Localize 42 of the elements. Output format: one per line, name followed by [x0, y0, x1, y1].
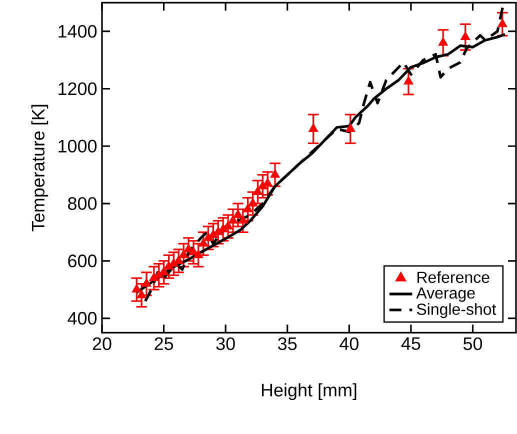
point — [184, 244, 194, 252]
legend-label: Single-shot — [416, 303, 496, 318]
point — [174, 255, 184, 264]
point — [132, 284, 142, 293]
point — [498, 18, 508, 28]
point — [252, 186, 263, 195]
x-tick-label: 50 — [463, 337, 482, 350]
y-tick-label: 1400 — [58, 24, 97, 38]
y-axis-title: Temperature [K] — [31, 104, 48, 232]
point — [262, 178, 272, 186]
x-tick-label: 35 — [278, 337, 297, 350]
point — [228, 215, 238, 224]
point — [438, 37, 448, 46]
point — [308, 123, 318, 132]
point — [223, 220, 233, 230]
x-tick-label: 45 — [401, 337, 420, 350]
point — [270, 169, 280, 178]
legend-label: Average — [416, 287, 475, 302]
y-tick-label: 800 — [68, 197, 97, 210]
point — [346, 123, 356, 132]
point — [460, 31, 470, 40]
point — [194, 250, 204, 258]
x-tick-label: 20 — [92, 337, 112, 350]
point — [233, 209, 243, 218]
point — [188, 246, 198, 256]
point — [198, 238, 208, 247]
y-tick-label: 1200 — [58, 82, 97, 96]
legend-label: Reference — [418, 271, 490, 283]
point — [242, 204, 253, 212]
point — [248, 198, 258, 206]
point — [136, 290, 146, 298]
y-tick-label: 400 — [68, 312, 97, 325]
point — [404, 76, 414, 85]
x-axis-title: Height [mm] — [262, 383, 356, 400]
y-tick-label: 600 — [68, 254, 97, 268]
point — [178, 250, 188, 258]
y-tick-label: 1000 — [58, 140, 97, 152]
x-tick-label: 25 — [154, 337, 174, 350]
x-tick-label: 30 — [216, 337, 235, 350]
x-tick-label: 40 — [340, 337, 358, 350]
point — [142, 278, 152, 287]
point — [238, 215, 248, 224]
